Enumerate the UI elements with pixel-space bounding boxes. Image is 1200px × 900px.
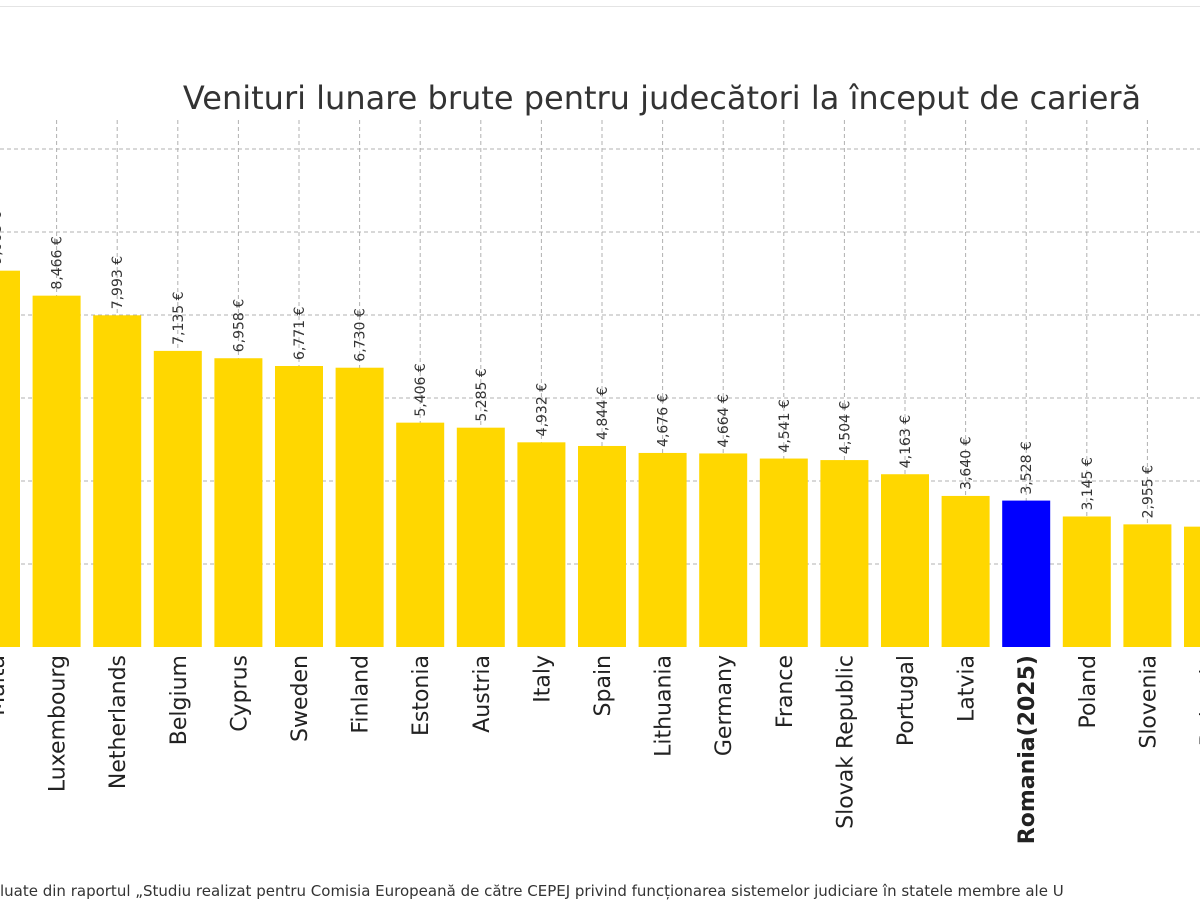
category-label: Italy bbox=[530, 655, 555, 703]
value-label: 6,730 € bbox=[353, 308, 369, 361]
bar-luxembourg bbox=[32, 295, 81, 647]
bar-belgium bbox=[153, 350, 202, 647]
category-label: Spain bbox=[591, 655, 616, 716]
category-label: Estonia bbox=[409, 655, 434, 736]
category-label: Latvia bbox=[955, 655, 980, 722]
category-label: Belgium bbox=[167, 655, 192, 745]
category-label: Poland bbox=[1076, 655, 1101, 728]
bar-poland bbox=[1062, 516, 1111, 647]
value-label: 3,528 € bbox=[1019, 441, 1035, 494]
category-label: Cyprus bbox=[227, 655, 252, 732]
bar-finland bbox=[335, 367, 384, 647]
value-labels: 9,068 € 8,466 € 7,993 € 7,135 € 6,958 € 6,771… bbox=[0, 211, 1156, 518]
value-label: 7,993 € bbox=[110, 256, 126, 309]
category-label: Netherlands bbox=[106, 655, 131, 789]
category-label: Romania(2025) bbox=[1015, 655, 1040, 844]
bar-bulgaria bbox=[1184, 526, 1200, 647]
bar-netherlands bbox=[93, 315, 142, 647]
bar-slovenia bbox=[1123, 524, 1172, 647]
value-label: 7,135 € bbox=[171, 291, 187, 344]
category-tick-labels: Malta Luxembourg Netherlands Belgium Cyprus S… bbox=[0, 655, 1200, 844]
value-label: 8,466 € bbox=[50, 236, 66, 289]
category-label: Portugal bbox=[894, 655, 919, 746]
chart-title: Venituri lunare brute pentru judecători … bbox=[183, 79, 1141, 117]
category-label: Malta bbox=[0, 655, 10, 716]
value-label: 6,958 € bbox=[231, 299, 247, 352]
value-label: 9,068 € bbox=[0, 211, 5, 264]
category-label: Germany bbox=[712, 655, 737, 756]
bar-lithuania bbox=[638, 452, 687, 647]
bar-italy bbox=[517, 442, 566, 647]
bar-france bbox=[759, 458, 808, 647]
value-label: 5,406 € bbox=[413, 363, 429, 416]
bar-sweden bbox=[275, 366, 323, 647]
bar-chart: 9,068 € 8,466 € 7,993 € 7,135 € 6,958 € 6,771… bbox=[0, 79, 1200, 844]
source-note: luate din raportul „Studiu realizat pent… bbox=[0, 882, 1064, 900]
bar-slovak-republic bbox=[820, 460, 869, 647]
category-label: Bulgaria bbox=[1197, 655, 1200, 746]
bars bbox=[0, 270, 1200, 647]
value-label: 4,844 € bbox=[595, 387, 611, 440]
bar-malta bbox=[0, 270, 20, 647]
bar-austria bbox=[456, 427, 505, 647]
value-label: 5,285 € bbox=[474, 368, 490, 421]
category-label: Luxembourg bbox=[46, 655, 71, 792]
category-label: Slovak Republic bbox=[833, 655, 858, 829]
category-label: Sweden bbox=[288, 655, 313, 742]
category-label: Lithuania bbox=[652, 655, 677, 757]
bar-romania-2025- bbox=[1002, 500, 1051, 647]
value-label: 3,145 € bbox=[1080, 457, 1096, 510]
bar-spain bbox=[578, 445, 626, 647]
value-label: 3,640 € bbox=[959, 437, 975, 490]
bar-germany bbox=[699, 453, 748, 647]
category-label: Slovenia bbox=[1136, 655, 1161, 749]
bar-cyprus bbox=[214, 358, 263, 647]
top-divider bbox=[0, 6, 1200, 7]
value-label: 4,676 € bbox=[656, 394, 672, 447]
value-label: 4,541 € bbox=[777, 399, 793, 452]
category-label: Austria bbox=[470, 655, 495, 733]
value-label: 4,163 € bbox=[898, 415, 914, 468]
bar-estonia bbox=[396, 422, 445, 647]
value-label: 4,932 € bbox=[534, 383, 550, 436]
value-label: 4,664 € bbox=[716, 394, 732, 447]
category-label: France bbox=[773, 655, 798, 728]
bar-portugal bbox=[881, 474, 929, 647]
value-label: 6,771 € bbox=[292, 307, 308, 360]
value-label: 2,955 € bbox=[1140, 465, 1156, 518]
value-label: 4,504 € bbox=[837, 401, 853, 454]
category-label: Finland bbox=[349, 655, 374, 734]
bar-latvia bbox=[941, 495, 990, 647]
